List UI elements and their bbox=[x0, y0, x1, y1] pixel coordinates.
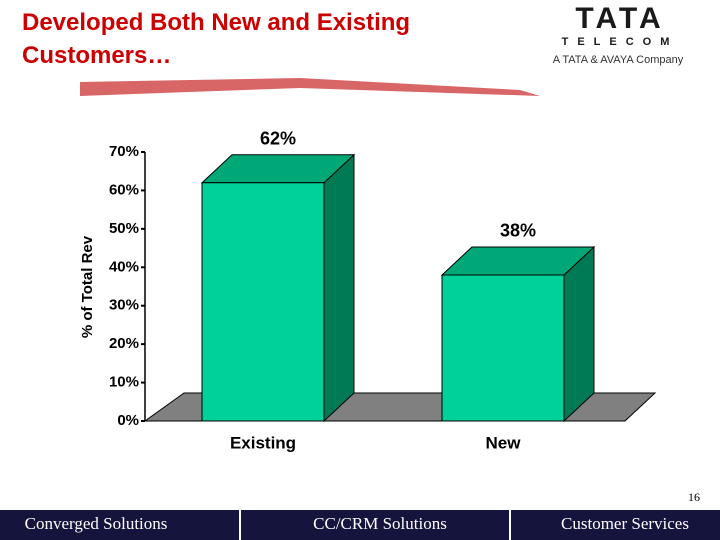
value-label: 38% bbox=[500, 221, 536, 241]
x-tick-label: Existing bbox=[230, 433, 296, 452]
bar bbox=[441, 274, 565, 422]
logo-sub: TELECOM bbox=[562, 36, 679, 48]
y-tick-label: 10% bbox=[109, 374, 139, 391]
y-axis-label: % of Total Rev bbox=[79, 235, 96, 338]
page-number: 16 bbox=[688, 490, 700, 504]
bar-side bbox=[563, 245, 595, 423]
bar-side bbox=[323, 153, 355, 423]
y-tick-label: 20% bbox=[109, 335, 139, 352]
y-tick-label: 70% bbox=[109, 143, 139, 160]
y-tick-label: 60% bbox=[109, 181, 139, 198]
x-tick-label: New bbox=[486, 433, 522, 452]
footer-section: Converged Solutions bbox=[25, 514, 168, 533]
title-swoosh bbox=[80, 78, 540, 96]
y-tick-label: 50% bbox=[109, 220, 139, 237]
y-tick-label: 40% bbox=[109, 258, 139, 275]
logo-tagline: A TATA & AVAYA Company bbox=[553, 54, 684, 66]
bar bbox=[201, 182, 325, 422]
logo-name: TATA bbox=[575, 2, 664, 35]
value-label: 62% bbox=[260, 128, 296, 148]
footer-section: CC/CRM Solutions bbox=[313, 514, 447, 533]
footer-section: Customer Services bbox=[561, 514, 689, 533]
footer-bar bbox=[0, 510, 720, 540]
title: Developed Both New and Existing Customers… bbox=[22, 9, 410, 69]
y-tick-label: 0% bbox=[117, 412, 139, 429]
y-tick-label: 30% bbox=[109, 297, 139, 314]
